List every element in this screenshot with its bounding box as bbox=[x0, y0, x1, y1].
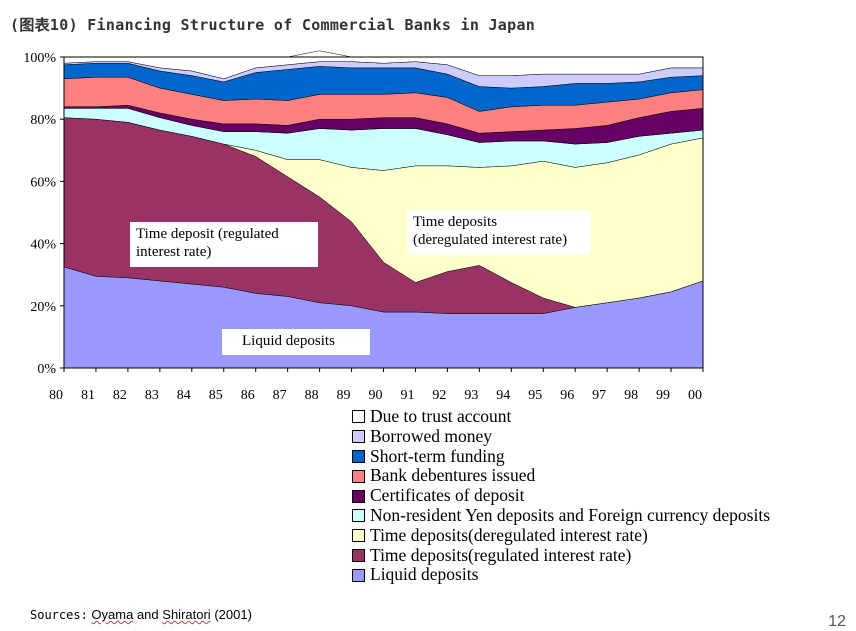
legend-swatch bbox=[352, 430, 365, 444]
source-and: and bbox=[136, 607, 159, 622]
legend-label: Borrowed money bbox=[370, 425, 492, 446]
legend-swatch bbox=[352, 529, 365, 543]
source-label: Sources: bbox=[30, 608, 88, 622]
y-tick-label: 40% bbox=[30, 238, 56, 253]
y-tick-label: 60% bbox=[30, 175, 56, 190]
legend-label: Non-resident Yen deposits and Foreign cu… bbox=[370, 504, 771, 525]
legend-label: Time deposits(regulated interest rate) bbox=[370, 544, 632, 565]
source-author-oyama: Oyama bbox=[91, 607, 134, 622]
x-tick-label: 89 bbox=[337, 388, 351, 403]
annotation-line: Time deposit (regulated bbox=[136, 226, 279, 242]
x-tick-label: 97 bbox=[592, 388, 606, 403]
legend-item: Due to trust account bbox=[352, 406, 770, 427]
legend-item: Bank debentures issued bbox=[352, 466, 770, 486]
legend-label: Certificates of deposit bbox=[370, 485, 525, 506]
annotation-regulated-time-deposit: Time deposit (regulated interest rate) bbox=[130, 222, 318, 267]
legend-swatch bbox=[352, 568, 365, 582]
legend-swatch bbox=[352, 410, 365, 424]
legend-item: Short-term funding bbox=[352, 445, 770, 467]
legend-swatch bbox=[352, 489, 365, 503]
legend-item: Borrowed money bbox=[352, 425, 770, 447]
chart-title: (图表10) Financing Structure of Commercial… bbox=[10, 16, 536, 34]
x-tick-label: 91 bbox=[400, 388, 414, 403]
x-tick-label: 00 bbox=[688, 388, 702, 403]
legend-label: Liquid deposits bbox=[370, 564, 479, 585]
x-tick-label: 95 bbox=[528, 388, 542, 403]
y-tick-label: 100% bbox=[23, 51, 56, 66]
page-number: 12 bbox=[828, 613, 846, 630]
legend-item: Liquid deposits bbox=[352, 565, 770, 585]
legend-label: Bank debentures issued bbox=[370, 465, 536, 486]
legend-item: Certificates of deposit bbox=[352, 485, 770, 506]
legend-item: Time deposits(deregulated interest rate) bbox=[352, 524, 770, 546]
y-tick-label: 80% bbox=[30, 113, 56, 128]
x-tick-label: 85 bbox=[209, 388, 223, 403]
x-tick-label: 99 bbox=[656, 388, 670, 403]
x-tick-label: 81 bbox=[81, 388, 95, 403]
annotation-deregulated-time-deposits: Time deposits (deregulated interest rate… bbox=[407, 210, 591, 255]
legend-item: Non-resident Yen deposits and Foreign cu… bbox=[352, 504, 771, 526]
legend-swatch bbox=[352, 449, 365, 463]
x-tick-label: 80 bbox=[49, 388, 63, 403]
x-tick-label: 87 bbox=[273, 388, 287, 403]
x-tick-label: 90 bbox=[369, 388, 383, 403]
legend-swatch bbox=[352, 509, 365, 523]
y-tick-label: 20% bbox=[30, 300, 56, 315]
legend-label: Time deposits(deregulated interest rate) bbox=[370, 524, 648, 545]
chart-legend: Due to trust account Borrowed money Short-… bbox=[352, 406, 771, 585]
source-citation: Sources: Oyama and Shiratori (2001) bbox=[30, 607, 252, 622]
annotation-line: Time deposits bbox=[413, 214, 498, 230]
x-tick-label: 84 bbox=[177, 388, 191, 403]
source-year: (2001) bbox=[214, 607, 252, 622]
annotation-line: interest rate) bbox=[136, 244, 212, 260]
legend-label: Due to trust account bbox=[370, 406, 512, 426]
legend-swatch bbox=[352, 469, 365, 483]
annotation-line: Liquid deposits bbox=[242, 333, 335, 349]
annotation-line: (deregulated interest rate) bbox=[413, 232, 568, 248]
x-tick-label: 93 bbox=[464, 388, 478, 403]
x-tick-label: 82 bbox=[113, 388, 127, 403]
legend-label: Short-term funding bbox=[370, 445, 505, 466]
x-tick-label: 86 bbox=[241, 388, 255, 403]
x-tick-label: 98 bbox=[624, 388, 638, 403]
x-tick-label: 96 bbox=[560, 388, 574, 403]
y-tick-label: 0% bbox=[37, 362, 56, 377]
x-tick-label: 94 bbox=[496, 388, 510, 403]
legend-item: Time deposits(regulated interest rate) bbox=[352, 544, 770, 566]
x-tick-label: 92 bbox=[432, 388, 446, 403]
x-tick-label: 83 bbox=[145, 388, 159, 403]
legend-swatch bbox=[352, 548, 365, 562]
source-author-shiratori: Shiratori bbox=[162, 607, 211, 622]
annotation-liquid-deposits: Liquid deposits bbox=[222, 329, 370, 355]
x-tick-label: 88 bbox=[305, 388, 319, 403]
